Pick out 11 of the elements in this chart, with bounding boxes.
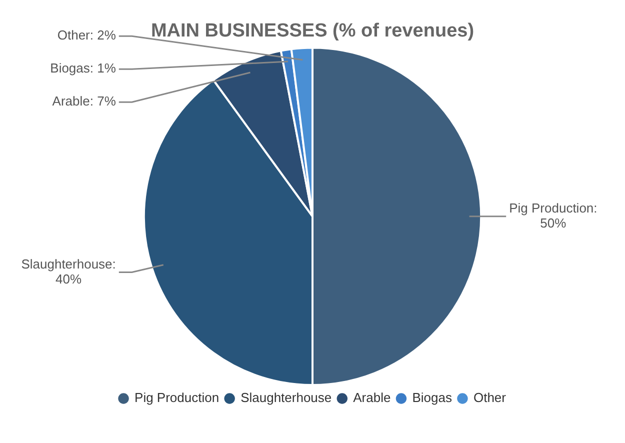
legend-label: Arable <box>353 390 391 406</box>
legend-label: Other <box>473 390 507 406</box>
data-label: Pig Production: 50% <box>509 200 598 230</box>
legend-label: Biogas <box>412 390 452 406</box>
legend-label: Slaughterhouse <box>240 390 332 406</box>
data-label: Biogas: 1% <box>50 60 116 76</box>
data-label: Arable: 7% <box>52 94 116 109</box>
data-label: Slaughterhouse: 40% <box>21 256 116 286</box>
data-label: Other: 2% <box>57 28 116 43</box>
chart-title: MAIN BUSINESSES (% of revenues) <box>150 20 474 42</box>
legend-label: Pig Production <box>134 390 220 406</box>
